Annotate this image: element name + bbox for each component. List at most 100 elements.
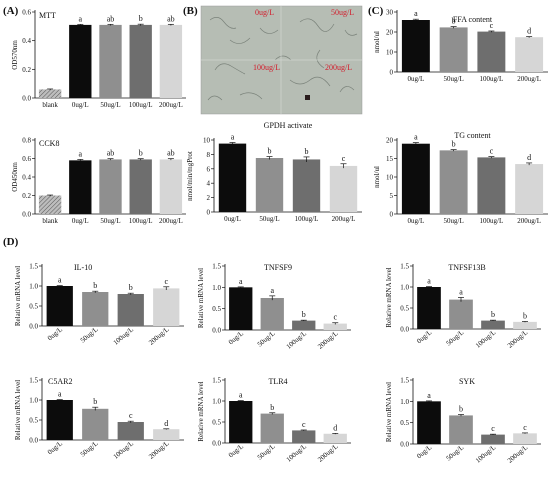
x-tick-label: 0ug/L (72, 217, 89, 225)
y-tick-label: 6 (207, 165, 211, 173)
y-tick-label: 0.0 (29, 323, 38, 331)
bar (129, 24, 152, 98)
x-tick-label: 200ug/L (316, 442, 339, 463)
y-tick-label: 0.0 (212, 327, 221, 335)
significance-letter: ab (167, 149, 175, 158)
y-axis-label: OD450nm (11, 162, 19, 192)
y-axis-label: Relative mRNA level (197, 381, 205, 441)
y-axis-label: Relative mRNA level (14, 266, 22, 326)
x-tick-label: 200ug/L (159, 217, 183, 225)
x-tick-label: 50ug/L (100, 217, 120, 225)
bar (292, 430, 316, 443)
bar (323, 323, 347, 330)
micrograph-label-0: 0ug/L (255, 8, 274, 17)
y-tick-label: 1.5 (212, 263, 221, 271)
chart-title: MTT (39, 11, 56, 20)
x-tick-label: 0ug/L (224, 215, 241, 223)
significance-letter: b (139, 149, 143, 158)
y-tick-label: 0.5 (29, 303, 38, 311)
bar (513, 433, 537, 444)
bar (153, 288, 180, 326)
bar (292, 159, 321, 212)
y-tick-label: 0.5 (29, 417, 38, 425)
chart-title: GPDH activate (264, 121, 313, 130)
y-axis-label: Relative mRNA level (197, 268, 205, 328)
bar (481, 320, 505, 329)
y-tick-label: 0.0 (212, 440, 221, 448)
x-tick-label: 100ug/L (295, 215, 319, 223)
bar (417, 401, 441, 444)
significance-letter: d (164, 419, 168, 428)
x-tick-label: 200ug/L (147, 439, 170, 460)
chart-mtt: 0.0 0.2 0.4 0.6 OD570nm MTT blank a 0ug/L ab 50ug/… (11, 9, 186, 109)
y-axis-label: Relative mRNA level (385, 382, 393, 442)
y-tick-label: 20 (386, 29, 394, 37)
panel-label-b: (B) (183, 5, 198, 17)
bar (117, 422, 144, 440)
x-tick-label: 50ug/L (445, 443, 466, 462)
significance-letter: a (459, 288, 463, 297)
significance-letter: a (239, 277, 243, 286)
y-tick-label: 10 (203, 137, 211, 145)
chart-title: TNFSF9 (264, 263, 292, 272)
micrograph-label-3: 200ug/L (325, 63, 352, 72)
bar (46, 400, 73, 440)
significance-letter: d (527, 153, 531, 162)
bar (329, 165, 358, 212)
bar (513, 321, 537, 329)
micrograph-panel: 0ug/L 50ug/L 100ug/L 200ug/L (200, 5, 363, 115)
y-axis-label: nmol/ul (373, 31, 381, 53)
bar (229, 287, 253, 330)
x-tick-label: 200ug/L (316, 329, 339, 350)
panel-label-a: (A) (3, 5, 19, 17)
y-tick-label: 1.5 (400, 377, 409, 385)
y-tick-label: 1.5 (29, 377, 38, 385)
significance-letter: b (268, 147, 272, 156)
y-tick-label: 0.8 (22, 137, 31, 145)
significance-letter: b (129, 283, 133, 292)
y-tick-label: 0.0 (29, 437, 38, 445)
significance-letter: a (231, 133, 235, 142)
y-tick-label: 1.0 (212, 284, 221, 292)
x-tick-label: 0ug/L (46, 325, 64, 342)
significance-letter: c (342, 154, 346, 163)
significance-letter: ab (107, 14, 115, 23)
x-tick-label: 0ug/L (415, 443, 433, 460)
bar (153, 429, 180, 440)
chart-title: TG content (454, 131, 491, 140)
bar (260, 298, 284, 330)
bar (515, 37, 544, 72)
x-tick-label: 50ug/L (444, 75, 464, 83)
bar (449, 415, 473, 444)
significance-letter: b (452, 17, 456, 26)
bar (229, 401, 253, 443)
x-tick-label: 50ug/L (259, 215, 279, 223)
significance-letter: a (79, 149, 83, 158)
significance-letter: a (414, 133, 418, 142)
y-tick-label: 20 (386, 137, 394, 145)
x-tick-label: 100ug/L (112, 439, 135, 460)
y-tick-label: 0.6 (22, 9, 31, 17)
significance-letter: ab (167, 14, 175, 23)
bar (117, 294, 144, 326)
significance-letter: a (427, 277, 431, 286)
significance-letter: c (491, 424, 495, 433)
y-tick-label: 0.5 (212, 305, 221, 313)
significance-letter: a (58, 390, 62, 399)
x-tick-label: 200ug/L (159, 101, 183, 109)
chart-title: CCK8 (39, 139, 59, 148)
bar (439, 150, 468, 214)
micrograph-label-1: 50ug/L (331, 8, 354, 17)
y-tick-label: 0.0 (22, 95, 31, 103)
significance-letter: b (305, 147, 309, 156)
significance-letter: c (490, 21, 494, 30)
chart-tlr4: 0.0 0.5 1.0 1.5 Relative mRNA level TLR4 a 0ug/… (197, 377, 351, 464)
x-tick-label: 50ug/L (445, 328, 466, 347)
bar (38, 195, 62, 214)
bar (449, 299, 473, 329)
y-tick-label: 0.2 (22, 192, 31, 200)
x-tick-label: 100ug/L (474, 443, 497, 464)
chart-ffa: 0 10 20 30 nmol/ul FFA content a 0ug/L b 50ug/L c 1… (373, 9, 548, 83)
significance-letter: b (523, 311, 527, 320)
